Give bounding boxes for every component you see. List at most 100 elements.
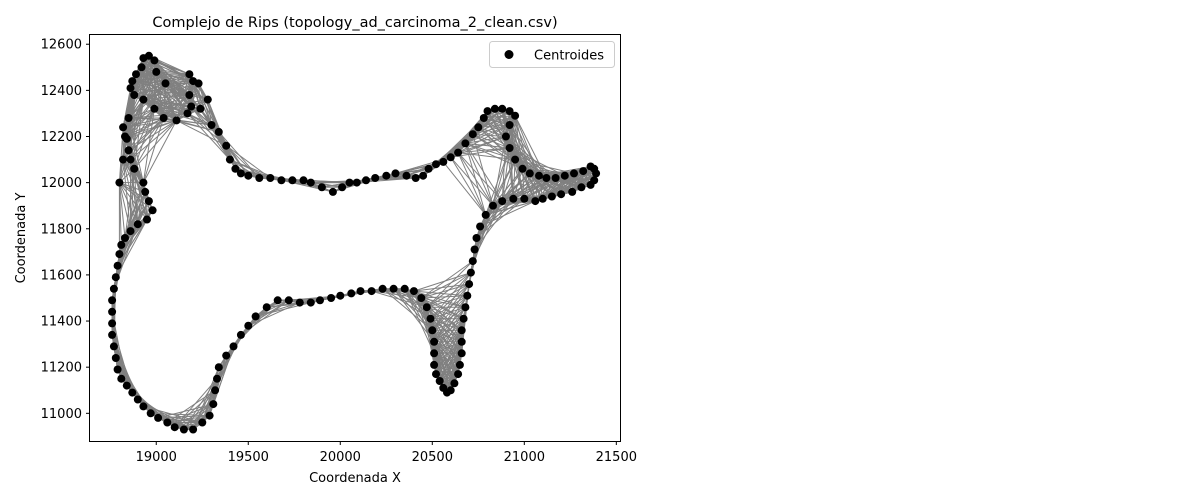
centroid-point [474, 123, 483, 132]
rips-edge [413, 283, 470, 292]
rips-edge [122, 94, 135, 128]
centroid-point [490, 104, 499, 113]
centroid-point [150, 56, 159, 65]
rips-edge [122, 88, 131, 128]
centroid-point [328, 187, 337, 196]
centroid-point [139, 178, 148, 187]
rips-edge [155, 71, 165, 119]
centroid-point [163, 418, 172, 427]
y-tick-label: 11000 [41, 407, 82, 422]
centroid-point [518, 164, 527, 173]
centroid-point [338, 183, 347, 192]
centroid-point [483, 107, 492, 116]
centroid-point [209, 400, 218, 409]
centroid-point [152, 67, 161, 76]
rips-edge [464, 143, 494, 206]
centroid-point [115, 178, 124, 187]
rips-edge [141, 66, 190, 75]
rips-edge [509, 147, 566, 177]
centroid-point [119, 155, 128, 164]
centroid-point [465, 280, 474, 289]
centroid-point [277, 176, 286, 185]
centroid-point [225, 155, 234, 164]
rips-edge [176, 119, 227, 147]
centroid-point [419, 171, 428, 180]
rips-edge [124, 83, 166, 137]
rips-edge [123, 119, 177, 128]
centroid-point [144, 197, 153, 206]
centroid-point [119, 123, 128, 132]
rips-edge [472, 134, 494, 206]
rips-edge [155, 71, 177, 121]
rips-edge [513, 177, 547, 200]
centroid-point [108, 319, 117, 328]
centroid-point [124, 146, 133, 155]
rips-edge [431, 330, 459, 375]
centroid-point [570, 169, 578, 178]
centroid-point [214, 127, 223, 136]
centroid-point [450, 379, 459, 388]
centroid-point [183, 109, 192, 118]
centroid-point [137, 63, 146, 72]
centroid-point [560, 171, 569, 180]
centroid-point [479, 114, 488, 122]
rips-edge [154, 59, 190, 75]
centroid-point [498, 104, 507, 113]
rips-edge [426, 283, 470, 308]
centroid-point [579, 167, 588, 176]
centroid-point [489, 201, 497, 210]
centroid-point [435, 377, 444, 385]
centroid-point [511, 111, 520, 120]
rips-edge [450, 157, 487, 216]
rips-edge [118, 182, 131, 232]
rips-edge [426, 260, 474, 308]
centroid-point [189, 425, 198, 434]
centroid-point [306, 298, 315, 307]
rips-edge [457, 136, 507, 154]
rips-edge [134, 82, 166, 96]
centroid-point [371, 174, 380, 182]
rips-edge [509, 124, 547, 179]
centroid-point [148, 206, 157, 215]
centroid-point [115, 250, 124, 259]
rips-edge [432, 318, 464, 331]
rips-edge [421, 295, 468, 299]
centroid-point [468, 257, 477, 266]
centroid-point [126, 227, 135, 236]
rips-edge [128, 112, 188, 119]
x-axis: 19000 19500 20000 20500 21000 21500 [136, 441, 637, 465]
centroid-point [577, 183, 586, 192]
centroid-point [214, 363, 223, 372]
centroid-point [459, 314, 468, 323]
centroid-point [121, 132, 129, 141]
centroid-point [455, 360, 464, 369]
centroid-point [144, 51, 153, 60]
centroid-point [592, 169, 601, 178]
centroid-point [222, 351, 231, 360]
centroid-point [128, 77, 137, 86]
y-tick-label: 11200 [41, 361, 82, 376]
centroid-point [108, 296, 117, 305]
centroid-point [130, 164, 139, 173]
rips-edge [310, 182, 343, 188]
rips-edge [133, 120, 177, 170]
centroid-point [422, 303, 431, 312]
centroid-point [196, 104, 205, 113]
rips-edge [130, 108, 155, 160]
rips-edge [404, 288, 428, 308]
points-layer [108, 51, 601, 434]
rips-edge [450, 156, 494, 207]
centroid-point [568, 187, 577, 196]
centroid-point [454, 148, 463, 157]
centroid-point [454, 370, 463, 379]
centroid-point [122, 381, 131, 390]
x-tick-label: 19000 [136, 450, 177, 465]
rips-edge [426, 306, 464, 320]
chart-title: Complejo de Rips (topology_ad_carcinoma_… [152, 15, 557, 31]
centroid-point [211, 386, 220, 395]
centroid-point [284, 296, 293, 305]
centroid-point [113, 365, 122, 374]
centroid-point [229, 342, 238, 351]
rips-edge [430, 318, 463, 354]
centroid-point [187, 102, 196, 111]
